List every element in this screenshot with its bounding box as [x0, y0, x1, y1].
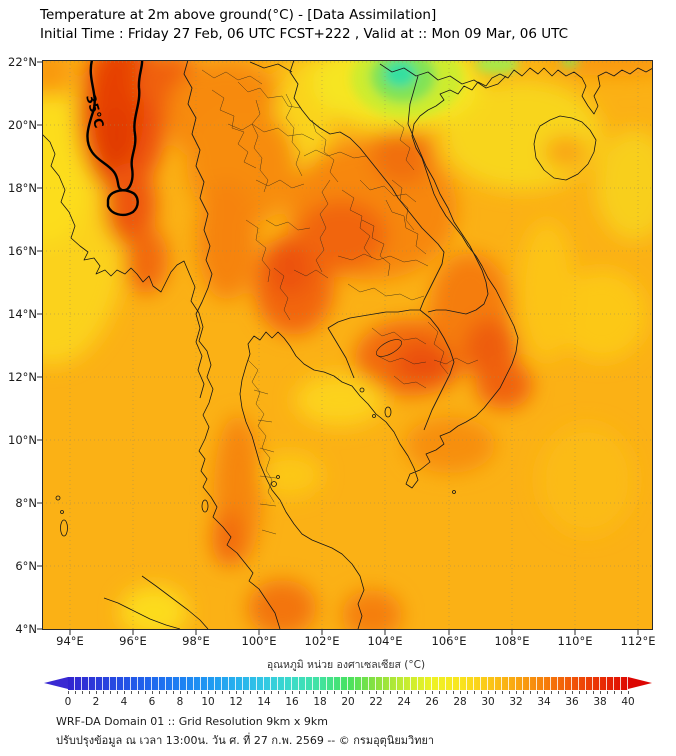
y-axis-tick-label: 4°N	[15, 622, 37, 636]
colorbar-tick-label: 22	[369, 696, 383, 708]
y-axis-tick-label: 12°N	[8, 370, 37, 384]
x-axis-tick-label: 104°E	[367, 634, 403, 648]
y-axis-tick-label: 22°N	[8, 55, 37, 69]
colorbar-above-range-arrow	[628, 677, 652, 689]
colorbar-tick-label: 14	[257, 696, 271, 708]
figure-subtitle: Initial Time : Friday 27 Feb, 06 UTC FCS…	[40, 26, 569, 42]
colorbar-tick-label: 26	[425, 696, 439, 708]
y-axis-tick-label: 18°N	[8, 181, 37, 195]
colorbar-tick-label: 6	[148, 696, 156, 708]
y-axis-tick-label: 8°N	[15, 496, 37, 510]
x-axis-tick-label: 100°E	[241, 634, 277, 648]
colorbar-tick-label: 16	[285, 696, 299, 708]
colorbar-tick-label: 30	[481, 696, 495, 708]
colorbar-tick-label: 8	[176, 696, 184, 708]
x-axis-tick-label: 106°E	[431, 634, 467, 648]
x-axis-tick-label: 98°E	[182, 634, 210, 648]
temperature-field: 35°C	[42, 60, 653, 630]
colorbar	[40, 677, 652, 690]
colorbar-tick-label: 24	[397, 696, 411, 708]
x-axis-tick-label: 102°E	[304, 634, 340, 648]
hainan-island	[533, 115, 597, 181]
colorbar-tick-label: 10	[201, 696, 215, 708]
colorbar-tick-label: 38	[593, 696, 607, 708]
colorbar-tick-label: 36	[565, 696, 579, 708]
colorbar-tick-label: 18	[313, 696, 327, 708]
coastlines	[42, 67, 653, 630]
map-area: 35°C	[37, 60, 653, 635]
x-axis-tick-label: 96°E	[119, 634, 147, 648]
colorbar-tick-label: 20	[341, 696, 355, 708]
temperature-map: 35°C	[37, 60, 653, 635]
footer-update-credit: ปรับปรุงข้อมูล ณ เวลา 13:00น. วัน ศ. ที่…	[56, 734, 435, 747]
x-axis-tick-label: 94°E	[56, 634, 84, 648]
colorbar-tick-label: 32	[509, 696, 523, 708]
tonle-sap-lake	[376, 339, 402, 357]
y-axis-tick-label: 6°N	[15, 559, 37, 573]
colorbar-cell-separators	[68, 677, 628, 690]
colorbar-tick-label: 28	[453, 696, 467, 708]
province-borders	[201, 69, 479, 535]
colorbar-tick-label: 4	[120, 696, 128, 708]
phuket-island	[201, 499, 209, 513]
x-axis-tick-label: 112°E	[620, 634, 656, 648]
x-axis-tick-label: 110°E	[557, 634, 593, 648]
colorbar-tick-label: 12	[229, 696, 243, 708]
figure-title: Temperature at 2m above ground(°C) - [Da…	[40, 7, 437, 23]
country-borders	[183, 60, 507, 431]
y-axis-tick-label: 10°N	[8, 433, 37, 447]
colorbar-tick-label: 0	[64, 696, 72, 708]
map-frame	[42, 60, 653, 630]
colorbar-tick-label: 34	[537, 696, 551, 708]
y-axis-tick-label: 20°N	[8, 118, 37, 132]
colorbar-below-range-arrow	[44, 677, 68, 689]
cool-patch-north-vietnam	[351, 60, 579, 118]
axis-ticks	[37, 61, 639, 635]
temp-contour-35c	[86, 60, 144, 217]
y-axis-tick-label: 14°N	[8, 307, 37, 321]
x-axis-tick-label: 108°E	[494, 634, 530, 648]
grid-lines	[42, 60, 653, 630]
colorbar-tick-label: 2	[92, 696, 100, 708]
colorbar-title: อุณหภูมิ หน่วย องศาเซลเซียส (°C)	[266, 659, 426, 671]
footer-model-info: WRF-DA Domain 01 :: Grid Resolution 9km …	[56, 715, 328, 728]
colorbar-tick-label: 40	[621, 696, 635, 708]
colorbar-minor-ticks	[68, 691, 629, 694]
sumatra-coast	[103, 575, 209, 630]
y-axis-tick-label: 16°N	[8, 244, 37, 258]
